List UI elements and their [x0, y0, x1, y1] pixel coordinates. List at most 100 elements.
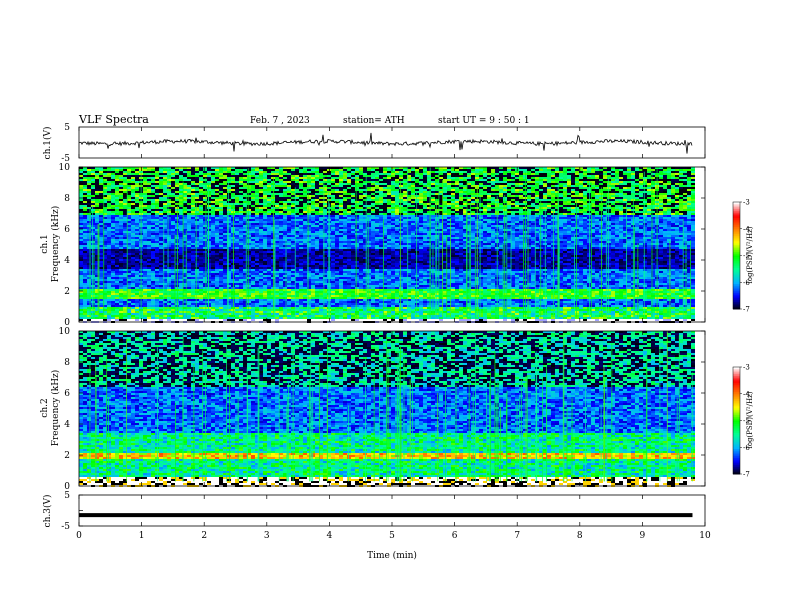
- spectrogram-cell: [111, 281, 115, 283]
- spectrogram-cell: [143, 257, 147, 259]
- spectrogram-cell: [303, 263, 307, 265]
- spectrogram-cell: [275, 255, 279, 257]
- spectrogram-cell: [211, 239, 215, 241]
- spectrogram-cell: [235, 181, 239, 183]
- spectrogram-cell: [307, 219, 311, 221]
- spectrogram-cell: [131, 195, 135, 197]
- spectrogram-cell: [147, 231, 151, 233]
- spectrogram-cell: [183, 319, 187, 321]
- spectrogram-cell: [331, 259, 335, 261]
- spectrogram-cell: [255, 209, 259, 211]
- spectrogram-cell: [223, 311, 227, 313]
- spectrogram-cell: [159, 261, 163, 263]
- spectrogram-cell: [315, 177, 319, 179]
- spectrogram-cell: [99, 213, 103, 215]
- spectrogram-cell: [119, 241, 123, 243]
- spectrogram-cell: [315, 231, 319, 233]
- spectrogram-cell: [211, 287, 215, 289]
- spectrogram-cell: [135, 253, 139, 255]
- spectrogram-cell: [95, 203, 99, 205]
- spectrogram-cell: [267, 303, 271, 305]
- spectrogram-cell: [315, 269, 319, 271]
- spectrogram-cell: [267, 313, 271, 315]
- spectrogram-cell: [171, 197, 175, 199]
- spectrogram-cell: [147, 197, 151, 199]
- spectrogram-cell: [319, 307, 323, 309]
- spectrogram-cell: [107, 237, 111, 239]
- spectrogram-cell: [279, 273, 283, 275]
- spectrogram-cell: [219, 249, 223, 251]
- spectrogram-cell: [303, 287, 307, 289]
- spectrogram-cell: [191, 217, 195, 219]
- spectrogram-cell: [151, 181, 155, 183]
- spectrogram-cell: [167, 197, 171, 199]
- spectrogram-cell: [111, 183, 115, 185]
- spectrogram-cell: [107, 213, 111, 215]
- spectrogram-cell: [111, 233, 115, 235]
- spectrogram-cell: [219, 207, 223, 209]
- spectrogram-cell: [123, 227, 127, 229]
- spectrogram-cell: [79, 243, 83, 245]
- spectrogram-cell: [267, 293, 271, 295]
- spectrogram-cell: [319, 301, 323, 303]
- spectrogram-cell: [259, 199, 263, 201]
- spectrogram-cell: [131, 307, 135, 309]
- spectrogram-cell: [143, 295, 147, 297]
- spectrogram-cell: [95, 213, 99, 215]
- spectrogram-cell: [239, 171, 243, 173]
- spectrogram-cell: [199, 175, 203, 177]
- spectrogram-cell: [99, 203, 103, 205]
- spectrogram-cell: [291, 273, 295, 275]
- spectrogram-cell: [259, 227, 263, 229]
- spectrogram-cell: [151, 279, 155, 281]
- spectrogram-cell: [291, 173, 295, 175]
- spectrogram-cell: [211, 291, 215, 293]
- spectrogram-cell: [143, 261, 147, 263]
- spectrogram-cell: [167, 201, 171, 203]
- spectrogram-cell: [111, 217, 115, 219]
- spectrogram-cell: [151, 251, 155, 253]
- spectrogram-cell: [143, 273, 147, 275]
- spectrogram-cell: [99, 195, 103, 197]
- spectrogram-cell: [147, 265, 151, 267]
- spectrogram-cell: [131, 175, 135, 177]
- spectrogram-cell: [171, 193, 175, 195]
- spectrogram-cell: [203, 195, 207, 197]
- spectrogram-cell: [203, 217, 207, 219]
- spectrogram-cell: [99, 181, 103, 183]
- spectrogram-cell: [247, 253, 251, 255]
- spectrogram-cell: [95, 195, 99, 197]
- spectrogram-cell: [295, 185, 299, 187]
- spectrogram-cell: [279, 241, 283, 243]
- spectrogram-cell: [263, 275, 267, 277]
- spectrogram-cell: [263, 301, 267, 303]
- spectrogram-cell: [151, 201, 155, 203]
- spectrogram-cell: [235, 267, 239, 269]
- spectrogram-cell: [83, 289, 87, 291]
- spectrogram-cell: [135, 239, 139, 241]
- spectrogram-cell: [195, 311, 199, 313]
- spectrogram-cell: [239, 193, 243, 195]
- spectrogram-cell: [287, 235, 291, 237]
- spectrogram-cell: [207, 191, 211, 193]
- spectrogram-cell: [123, 267, 127, 269]
- spectrogram-cell: [143, 319, 147, 321]
- spectrogram-cell: [303, 173, 307, 175]
- spectrogram-cell: [279, 193, 283, 195]
- spectrogram-cell: [171, 267, 175, 269]
- spectrogram-cell: [111, 301, 115, 303]
- spectrogram-cell: [267, 221, 271, 223]
- spectrogram-cell: [183, 171, 187, 173]
- spectrogram-cell: [331, 261, 335, 263]
- spectrogram-cell: [279, 173, 283, 175]
- spectrogram-cell: [207, 177, 211, 179]
- spectrogram-cell: [311, 191, 315, 193]
- spectrogram-cell: [159, 173, 163, 175]
- spectrogram-cell: [179, 185, 183, 187]
- spectrogram-cell: [315, 183, 319, 185]
- spectrogram-cell: [263, 233, 267, 235]
- spectrogram-cell: [187, 219, 191, 221]
- spectrogram-cell: [143, 299, 147, 301]
- spectrogram-cell: [123, 211, 127, 213]
- spectrogram-cell: [227, 189, 231, 191]
